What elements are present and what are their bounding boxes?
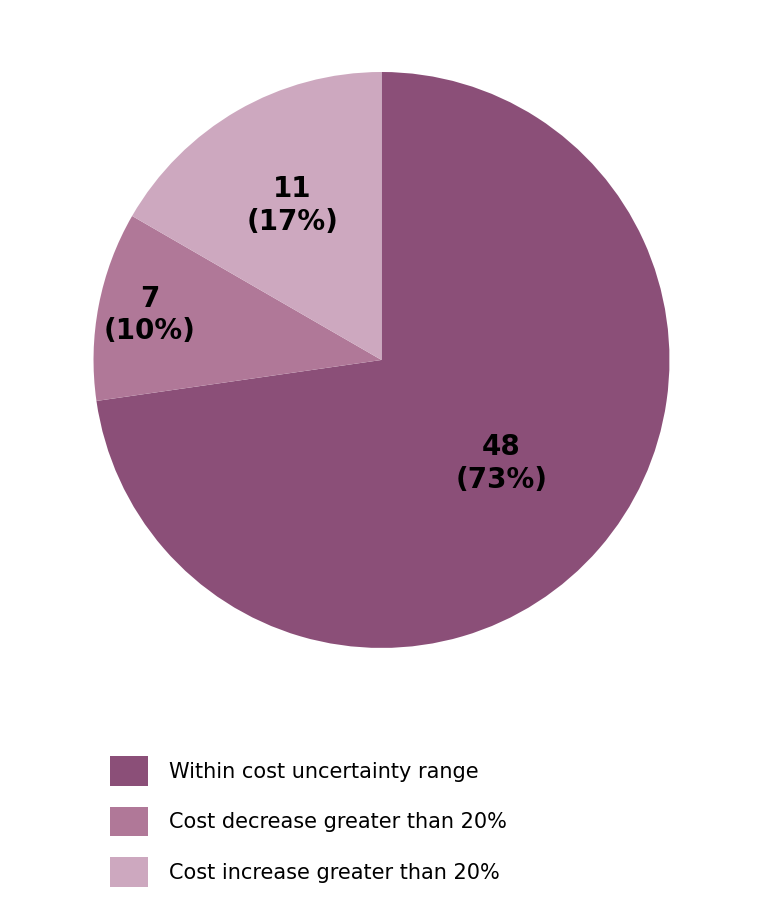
Wedge shape [96,72,669,648]
Wedge shape [94,216,382,401]
Wedge shape [132,72,382,360]
Legend: Within cost uncertainty range, Cost decrease greater than 20%, Cost increase gre: Within cost uncertainty range, Cost decr… [102,748,515,895]
Text: 48
(73%): 48 (73%) [456,434,547,494]
Text: 7
(10%): 7 (10%) [104,285,195,345]
Text: 11
(17%): 11 (17%) [246,175,338,235]
